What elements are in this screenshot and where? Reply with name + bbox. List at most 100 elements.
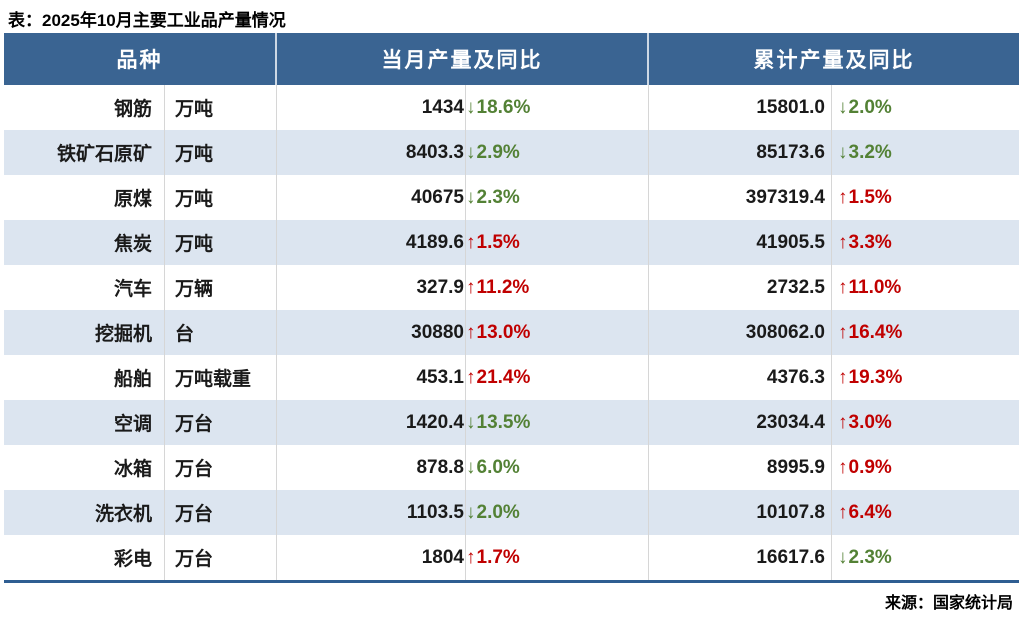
monthly-change: ↑ 13.0% (466, 310, 649, 355)
cumulative-change: ↑ 6.4% (832, 490, 1019, 535)
product-name: 彩电 (4, 535, 165, 580)
product-unit: 万台 (165, 535, 277, 580)
monthly-value: 40675 (277, 175, 466, 220)
product-unit: 万台 (165, 445, 277, 490)
product-unit: 万吨 (165, 85, 277, 130)
monthly-value: 1434 (277, 85, 466, 130)
table-row: 焦炭 万吨 4189.6 ↑ 1.5% 41905.5 ↑ 3.3% (4, 220, 1019, 265)
product-unit: 万吨载重 (165, 355, 277, 400)
change-pct: 11.2% (476, 276, 530, 298)
monthly-value: 1103.5 (277, 490, 466, 535)
table-row: 船舶 万吨载重 453.1 ↑ 21.4% 4376.3 ↑ 19.3% (4, 355, 1019, 400)
cumulative-value: 8995.9 (649, 445, 832, 490)
change-pct: 13.0% (476, 321, 531, 343)
change-pct: 13.5% (476, 411, 531, 433)
monthly-value: 4189.6 (277, 220, 466, 265)
monthly-change: ↓ 18.6% (466, 85, 649, 130)
monthly-value: 453.1 (277, 355, 466, 400)
product-unit: 台 (165, 310, 277, 355)
cumulative-change: ↓ 3.2% (832, 130, 1019, 175)
cumulative-value: 308062.0 (649, 310, 832, 355)
header-product: 品种 (4, 33, 277, 85)
cumulative-value: 23034.4 (649, 400, 832, 445)
product-name: 铁矿石原矿 (4, 130, 165, 175)
cumulative-value: 85173.6 (649, 130, 832, 175)
product-unit: 万吨 (165, 220, 277, 265)
monthly-value: 1420.4 (277, 400, 466, 445)
change-pct: 1.7% (476, 546, 520, 568)
cumulative-change: ↑ 16.4% (832, 310, 1019, 355)
source-caption: 来源：国家统计局 (884, 595, 1013, 612)
cumulative-change: ↑ 1.5% (832, 175, 1019, 220)
monthly-value: 1804 (277, 535, 466, 580)
product-name: 原煤 (4, 175, 165, 220)
table-row: 彩电 万台 1804 ↑ 1.7% 16617.6 ↓ 2.3% (4, 535, 1019, 580)
cumulative-value: 15801.0 (649, 85, 832, 130)
trend-arrow-icon: ↑ (838, 276, 848, 298)
product-name: 挖掘机 (4, 310, 165, 355)
cumulative-change: ↑ 3.3% (832, 220, 1019, 265)
monthly-value: 878.8 (277, 445, 466, 490)
trend-arrow-icon: ↑ (838, 501, 848, 523)
table-row: 冰箱 万台 878.8 ↓ 6.0% 8995.9 ↑ 0.9% (4, 445, 1019, 490)
cumulative-value: 4376.3 (649, 355, 832, 400)
header-cumulative-output: 累计产量及同比 (753, 48, 915, 72)
monthly-change: ↑ 1.7% (466, 535, 649, 580)
trend-arrow-icon: ↓ (466, 411, 476, 433)
monthly-change: ↓ 2.0% (466, 490, 649, 535)
table-row: 原煤 万吨 40675 ↓ 2.3% 397319.4 ↑ 1.5% (4, 175, 1019, 220)
product-name: 冰箱 (4, 445, 165, 490)
product-unit: 万吨 (165, 175, 277, 220)
change-pct: 2.3% (476, 186, 520, 208)
cumulative-change: ↑ 11.0% (832, 265, 1019, 310)
table-row: 铁矿石原矿 万吨 8403.3 ↓ 2.9% 85173.6 ↓ 3.2% (4, 130, 1019, 175)
change-pct: 18.6% (476, 96, 531, 118)
product-name: 钢筋 (4, 85, 165, 130)
cumulative-value: 41905.5 (649, 220, 832, 265)
monthly-value: 327.9 (277, 265, 466, 310)
monthly-change: ↑ 1.5% (466, 220, 649, 265)
product-name: 焦炭 (4, 220, 165, 265)
industrial-output-table: 品种 当月产量及同比 累计产量及同比 钢筋 万吨 1434 ↓ 18.6% 15… (4, 33, 1019, 580)
cumulative-change: ↑ 3.0% (832, 400, 1019, 445)
table-header-row: 品种 当月产量及同比 累计产量及同比 (4, 33, 1019, 85)
change-pct: 21.4% (476, 366, 531, 388)
trend-arrow-icon: ↑ (838, 186, 848, 208)
change-pct: 19.3% (848, 366, 903, 388)
change-pct: 3.0% (848, 411, 892, 433)
monthly-change: ↓ 13.5% (466, 400, 649, 445)
table-row: 钢筋 万吨 1434 ↓ 18.6% 15801.0 ↓ 2.0% (4, 85, 1019, 130)
monthly-value: 8403.3 (277, 130, 466, 175)
table-bottom-border (4, 580, 1019, 583)
table-row: 汽车 万辆 327.9 ↑ 11.2% 2732.5 ↑ 11.0% (4, 265, 1019, 310)
table-row: 挖掘机 台 30880 ↑ 13.0% 308062.0 ↑ 16.4% (4, 310, 1019, 355)
change-pct: 0.9% (848, 456, 892, 478)
cumulative-change: ↑ 19.3% (832, 355, 1019, 400)
product-unit: 万吨 (165, 130, 277, 175)
trend-arrow-icon: ↑ (466, 231, 476, 253)
trend-arrow-icon: ↑ (466, 276, 476, 298)
trend-arrow-icon: ↑ (838, 456, 848, 478)
trend-arrow-icon: ↓ (838, 141, 848, 163)
product-name: 洗衣机 (4, 490, 165, 535)
trend-arrow-icon: ↓ (466, 141, 476, 163)
change-pct: 2.0% (848, 96, 892, 118)
trend-arrow-icon: ↓ (466, 186, 476, 208)
trend-arrow-icon: ↑ (838, 366, 848, 388)
cumulative-change: ↑ 0.9% (832, 445, 1019, 490)
change-pct: 2.3% (848, 546, 892, 568)
change-pct: 6.4% (848, 501, 892, 523)
header-monthly-output: 当月产量及同比 (277, 33, 649, 85)
monthly-change: ↑ 21.4% (466, 355, 649, 400)
trend-arrow-icon: ↓ (466, 456, 476, 478)
product-name: 船舶 (4, 355, 165, 400)
cumulative-value: 397319.4 (649, 175, 832, 220)
cumulative-value: 2732.5 (649, 265, 832, 310)
trend-arrow-icon: ↓ (466, 96, 476, 118)
trend-arrow-icon: ↓ (838, 546, 848, 568)
trend-arrow-icon: ↓ (838, 96, 848, 118)
monthly-value: 30880 (277, 310, 466, 355)
change-pct: 3.2% (848, 141, 892, 163)
trend-arrow-icon: ↓ (466, 501, 476, 523)
product-name: 空调 (4, 400, 165, 445)
